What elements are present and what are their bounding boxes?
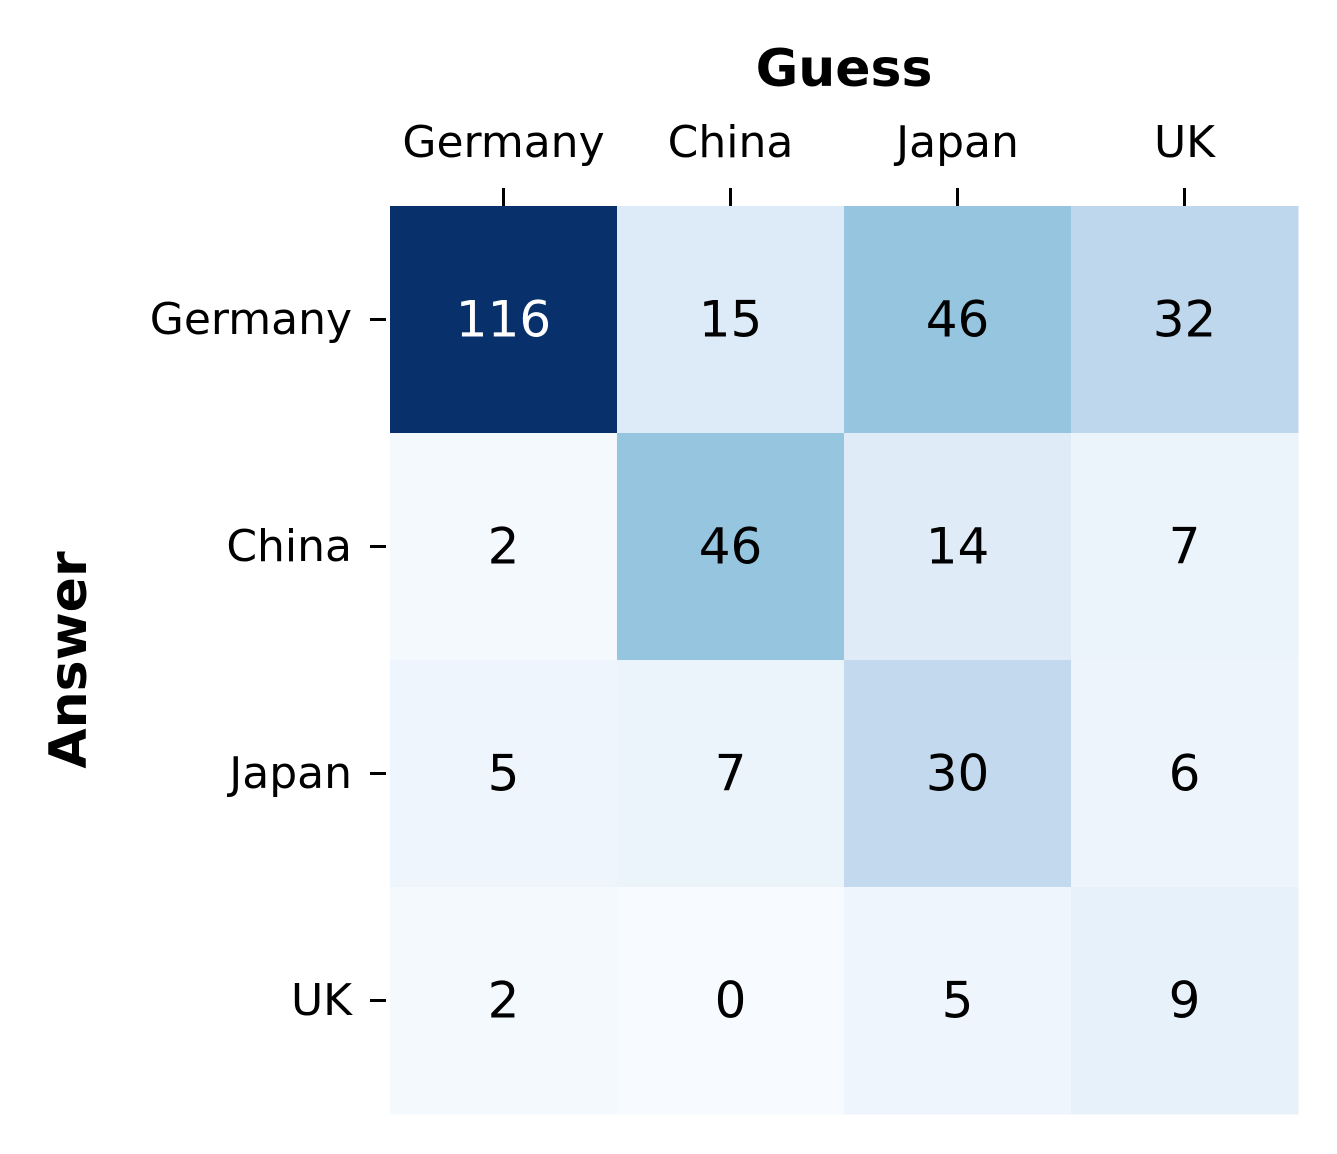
axis-ticks: Germany China Japan UK Germany China Japan UK (150, 117, 1216, 1026)
cell-label-japan-uk: 6 (1169, 745, 1201, 803)
cell-label-china-uk: 7 (1169, 518, 1201, 576)
cell-label-japan-japan: 30 (926, 745, 990, 803)
cell-label-uk-japan: 5 (942, 972, 974, 1030)
heatmap-cells: 116 15 46 32 2 46 14 7 5 7 30 6 2 0 5 9 (390, 206, 1299, 1115)
cell-japan-china (617, 660, 845, 888)
x-tick-label-uk: UK (1154, 117, 1216, 168)
cell-germany-japan (844, 206, 1072, 434)
cell-label-china-germany: 2 (488, 518, 520, 576)
x-axis-title: Guess (756, 39, 933, 99)
cell-germany-germany (390, 206, 618, 434)
y-tick-label-germany: Germany (150, 294, 352, 345)
cell-label-uk-china: 0 (715, 972, 747, 1030)
cell-uk-uk (1071, 887, 1299, 1115)
cell-label-germany-uk: 32 (1153, 291, 1217, 349)
cell-uk-china (617, 887, 845, 1115)
cell-japan-uk (1071, 660, 1299, 888)
cell-germany-china (617, 206, 845, 434)
cell-china-uk (1071, 433, 1299, 661)
x-tick-label-china: China (668, 117, 794, 168)
cell-germany-uk (1071, 206, 1299, 434)
cell-label-uk-uk: 9 (1169, 972, 1201, 1030)
cell-label-germany-japan: 46 (926, 291, 990, 349)
cell-label-japan-germany: 5 (488, 745, 520, 803)
cell-label-germany-germany: 116 (456, 291, 551, 349)
cell-label-germany-china: 15 (699, 291, 763, 349)
cell-label-uk-germany: 2 (488, 972, 520, 1030)
cell-china-china (617, 433, 845, 661)
y-tick-label-uk: UK (291, 975, 353, 1026)
cell-label-japan-china: 7 (715, 745, 747, 803)
y-tick-label-china: China (226, 521, 352, 572)
cell-china-germany (390, 433, 618, 661)
cell-label-china-china: 46 (699, 518, 763, 576)
cell-uk-germany (390, 887, 618, 1115)
y-axis-title: Answer (39, 551, 99, 769)
cell-label-china-japan: 14 (926, 518, 990, 576)
y-tick-label-japan: Japan (226, 748, 352, 799)
x-tick-label-germany: Germany (402, 117, 604, 168)
cell-uk-japan (844, 887, 1072, 1115)
cell-japan-japan (844, 660, 1072, 888)
cell-china-japan (844, 433, 1072, 661)
cell-japan-germany (390, 660, 618, 888)
x-tick-label-japan: Japan (893, 117, 1019, 168)
